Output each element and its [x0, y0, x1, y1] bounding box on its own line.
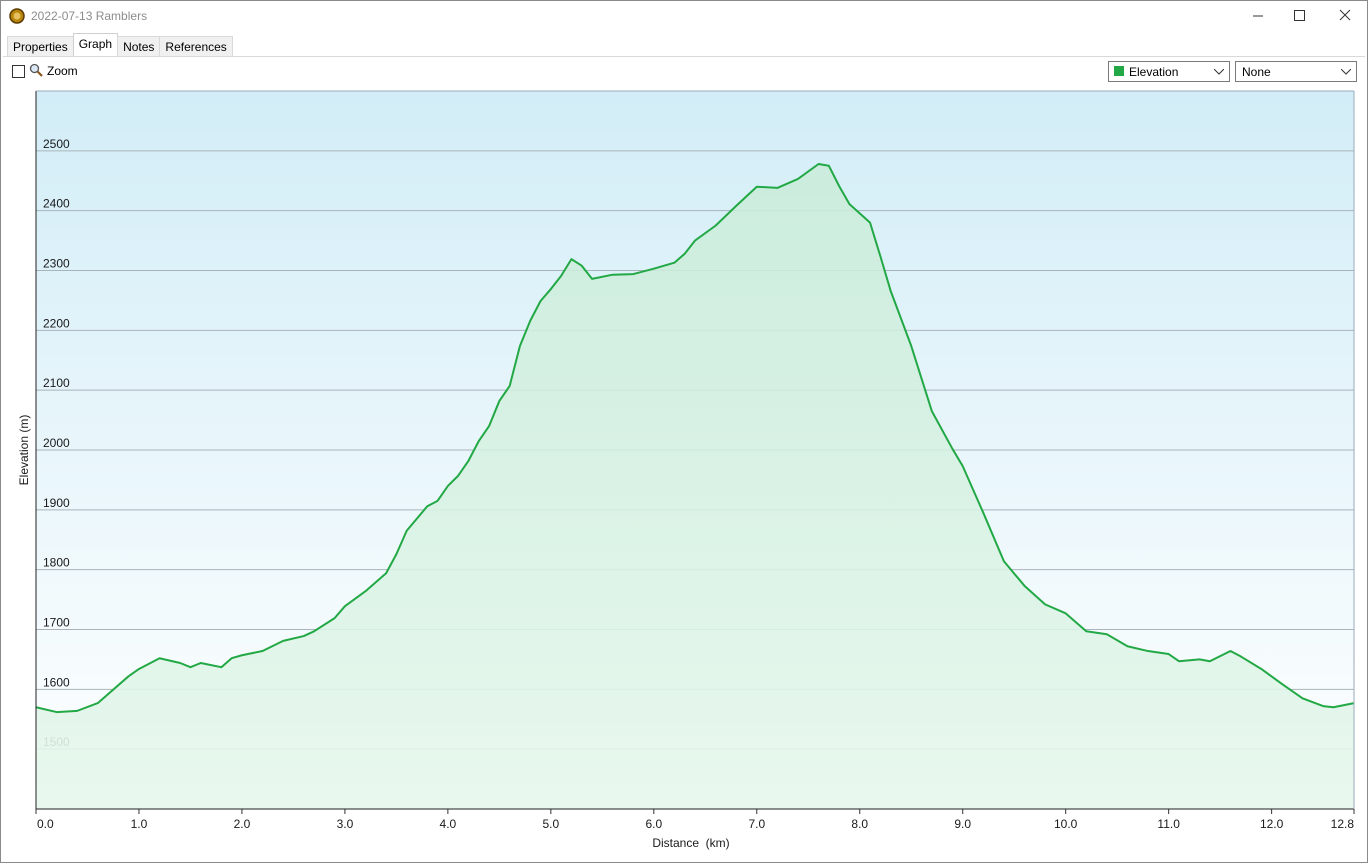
x-tick-label: 4.0	[440, 817, 457, 831]
tab[interactable]: References	[159, 36, 233, 57]
chart: Elevation (m) Distance (km) 150016001700…	[17, 90, 1355, 850]
close-button[interactable]	[1339, 9, 1351, 21]
series-swatch	[1114, 66, 1124, 76]
y-tick-label: 2200	[43, 316, 70, 330]
x-tick-label: 3.0	[337, 817, 354, 831]
title-bar-graphics	[9, 8, 1351, 24]
x-tick-label: 1.0	[131, 817, 148, 831]
y-tick-label: 2000	[43, 436, 70, 450]
x-tick-label: 11.0	[1157, 817, 1180, 831]
series-select-text: Elevation	[1129, 65, 1179, 79]
y-tick-label: 1600	[43, 675, 70, 689]
area-fill	[36, 163, 1354, 809]
x-tick-label: 5.0	[543, 817, 560, 831]
y-axis-label: Elevation (m)	[17, 415, 31, 486]
y-tick-label: 1900	[43, 496, 70, 510]
x-tick-label: 10.0	[1054, 817, 1078, 831]
y-tick-label: 1700	[43, 616, 70, 630]
dropdown-arrow	[1214, 69, 1224, 75]
zoom-label: Zoom	[47, 64, 78, 78]
x-tick-label: 7.0	[748, 817, 765, 831]
x-tick-label: 12.0	[1260, 817, 1284, 831]
dropdown-arrow	[1341, 69, 1351, 75]
tab-strip: Properties Graph Notes References	[7, 33, 233, 57]
tab[interactable]: Notes	[117, 36, 161, 57]
secondary-select[interactable]: None	[1235, 61, 1357, 82]
tab[interactable]: Graph	[72, 33, 119, 57]
y-tick-label: 2100	[43, 376, 70, 390]
x-tick-label: 9.0	[954, 817, 971, 831]
y-tick-label: 2400	[43, 197, 70, 211]
secondary-select-text: None	[1242, 65, 1271, 79]
y-tick-label: 2300	[43, 257, 70, 271]
maximize-button[interactable]	[1294, 10, 1305, 21]
window-title: 2022-07-13 Ramblers	[31, 9, 148, 23]
x-tick-label: 6.0	[645, 817, 662, 831]
zoom-checkbox[interactable]	[12, 65, 25, 78]
x-tick-label: 0.0	[37, 817, 54, 831]
series-select[interactable]: Elevation	[1108, 61, 1230, 82]
x-tick-label: 12.8	[1331, 817, 1355, 831]
y-tick-label: 1800	[43, 556, 70, 570]
app-icon-center	[13, 12, 21, 20]
x-axis-label: Distance (km)	[652, 836, 729, 850]
zoom-icon	[29, 63, 43, 77]
x-tick-label: 2.0	[234, 817, 251, 831]
title-bar: 2022-07-13 Ramblers	[1, 1, 1367, 31]
line-series	[35, 162, 1355, 714]
x-tick-label: 8.0	[851, 817, 868, 831]
tab[interactable]: Properties	[7, 36, 74, 57]
y-tick-label: 2500	[43, 137, 70, 151]
